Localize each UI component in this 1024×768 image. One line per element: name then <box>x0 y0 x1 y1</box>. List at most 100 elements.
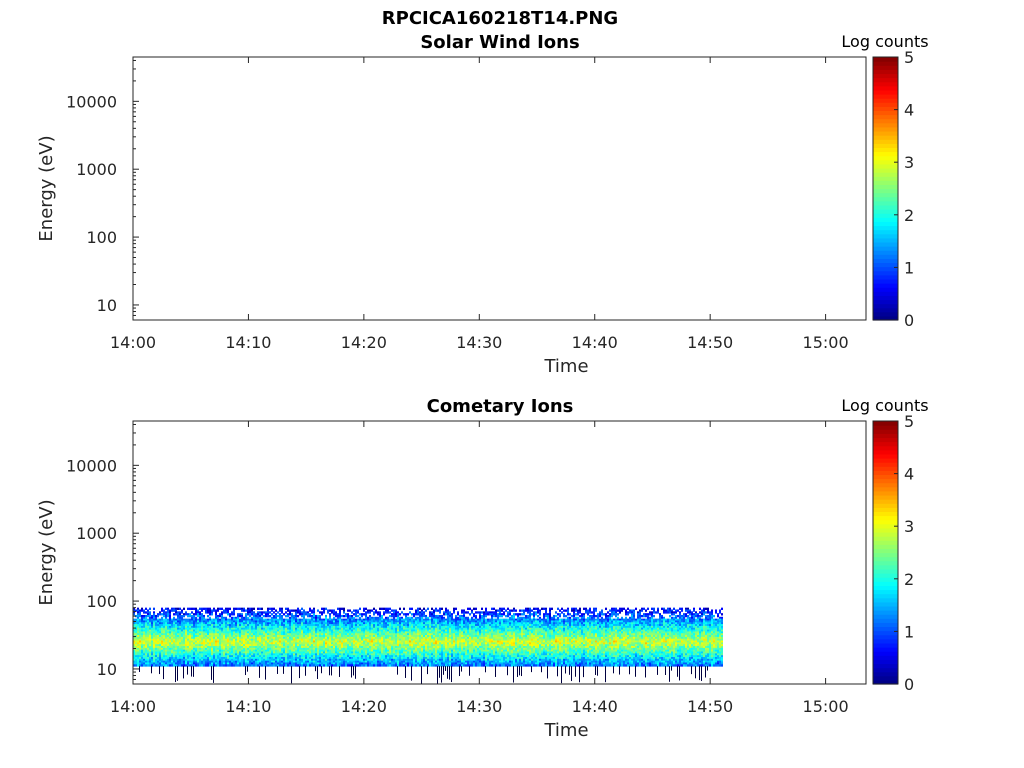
heatmap-cell <box>355 611 357 614</box>
heatmap-cell <box>157 642 159 645</box>
heatmap-cell <box>279 613 281 616</box>
heatmap-cell <box>379 647 381 651</box>
heatmap-cell <box>147 625 149 629</box>
heatmap-cell <box>405 627 407 631</box>
heatmap-cell <box>451 656 453 660</box>
heatmap-cell <box>289 631 291 634</box>
heatmap-cell <box>249 631 251 634</box>
heatmap-cell <box>333 629 335 632</box>
heatmap-cell <box>143 629 145 632</box>
heatmap-cell <box>233 611 235 614</box>
heatmap-cell <box>253 636 255 640</box>
heatmap-cell <box>249 660 251 663</box>
heatmap-cell <box>379 627 381 631</box>
heatmap-cell <box>177 627 179 631</box>
heatmap-cell <box>347 656 349 660</box>
heatmap-cell <box>209 660 211 663</box>
heatmap-cell <box>415 624 417 627</box>
heatmap-cell <box>315 620 317 623</box>
heatmap-cell <box>133 624 135 627</box>
heatmap-cell <box>281 646 283 649</box>
heatmap-cell <box>209 644 211 647</box>
heatmap-cell <box>375 647 377 651</box>
heatmap-cell <box>361 614 363 618</box>
heatmap-cell <box>431 649 433 653</box>
heatmap-cell <box>229 629 231 632</box>
heatmap-cell <box>381 636 383 640</box>
heatmap-cell <box>221 622 223 625</box>
heatmap-cell <box>139 656 141 660</box>
heatmap-cell <box>311 649 313 653</box>
heatmap-cell <box>353 635 355 638</box>
heatmap-cell <box>137 627 139 631</box>
heatmap-cell <box>449 653 451 656</box>
heatmap-cell <box>223 651 225 654</box>
heatmap-cell <box>449 664 451 667</box>
heatmap-cell <box>173 662 175 665</box>
heatmap-cell <box>341 625 343 629</box>
heatmap-cell <box>215 625 217 629</box>
heatmap-cell <box>331 651 333 654</box>
heatmap-cell <box>273 611 275 614</box>
heatmap-cell <box>289 625 291 629</box>
heatmap-cell <box>395 627 397 631</box>
heatmap-cell <box>357 644 359 647</box>
heatmap-cell <box>361 662 363 665</box>
heatmap-cell <box>431 662 433 665</box>
heatmap-cell <box>245 656 247 660</box>
heatmap-cell <box>401 658 403 662</box>
colorbar-swatch <box>873 188 898 194</box>
heatmap-cell <box>305 653 307 656</box>
heatmap-cell <box>175 611 177 614</box>
heatmap-cell <box>391 640 393 643</box>
heatmap-cell <box>413 638 415 642</box>
heatmap-cell <box>367 664 369 667</box>
heatmap-cell <box>455 660 457 663</box>
heatmap-cell <box>295 638 297 642</box>
heatmap-cell <box>153 624 155 627</box>
heatmap-cell <box>139 633 141 636</box>
heatmap-cell <box>303 644 305 647</box>
heatmap-cell <box>181 627 183 631</box>
heatmap-cell <box>171 607 173 610</box>
heatmap-cell <box>165 647 167 651</box>
heatmap-cell <box>169 614 171 618</box>
heatmap-cell <box>297 614 299 618</box>
heatmap-cell <box>341 642 343 645</box>
heatmap-cell <box>283 640 285 643</box>
heatmap-cell <box>199 640 201 643</box>
heatmap-cell <box>255 624 257 627</box>
heatmap-cell <box>139 640 141 643</box>
heatmap-cell <box>445 649 447 653</box>
heatmap-cell <box>419 664 421 667</box>
heatmap-cell <box>409 658 411 662</box>
heatmap-cell <box>355 647 357 651</box>
heatmap-cell <box>403 633 405 636</box>
heatmap-cell <box>169 633 171 636</box>
heatmap-cell <box>399 647 401 651</box>
heatmap-cell <box>291 660 293 663</box>
heatmap-cell <box>275 651 277 654</box>
heatmap-cell <box>409 633 411 636</box>
heatmap-cell <box>215 658 217 662</box>
colorbar-swatch <box>873 126 898 132</box>
heatmap-cell <box>177 642 179 645</box>
heatmap-cell <box>291 620 293 623</box>
heatmap-cell <box>277 644 279 647</box>
heatmap-cell <box>289 644 291 647</box>
heatmap-cell <box>345 649 347 653</box>
colorbar-swatch <box>873 196 898 202</box>
heatmap-cell <box>309 627 311 631</box>
heatmap-cell <box>339 611 341 614</box>
heatmap-cell <box>263 629 265 632</box>
heatmap-cell <box>141 640 143 643</box>
heatmap-cell <box>143 636 145 640</box>
heatmap-cell <box>353 666 354 676</box>
colorbar-swatch <box>873 167 898 173</box>
heatmap-cell <box>307 636 309 640</box>
heatmap-cell <box>437 629 439 632</box>
heatmap-cell <box>351 620 353 623</box>
heatmap-cell <box>175 607 177 610</box>
heatmap-cell <box>403 647 405 651</box>
heatmap-cell <box>307 651 309 654</box>
